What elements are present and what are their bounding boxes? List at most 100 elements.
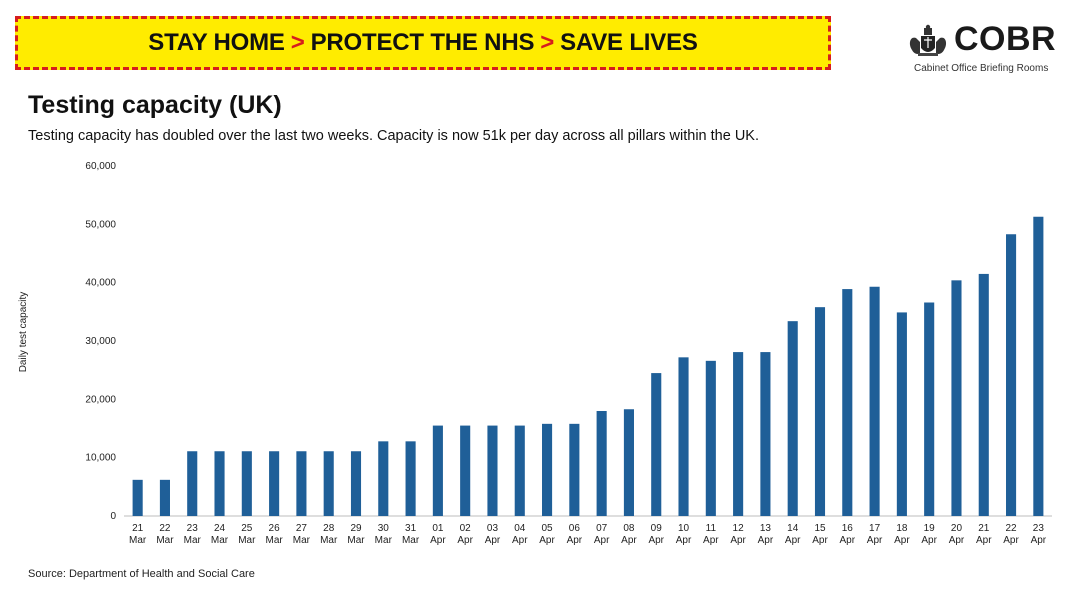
x-tick-month: Mar bbox=[402, 535, 420, 546]
x-tick-day: 21 bbox=[132, 523, 144, 534]
royal-crest-icon bbox=[909, 24, 947, 56]
x-tick-day: 04 bbox=[514, 523, 526, 534]
logo-subtitle: Cabinet Office Briefing Rooms bbox=[914, 63, 1049, 74]
x-tick-day: 12 bbox=[733, 523, 745, 534]
y-axis-ticks: 0 10,000 20,000 30,000 40,000 50,000 60,000 bbox=[85, 161, 116, 522]
x-tick-month: Apr bbox=[949, 535, 965, 546]
bar bbox=[787, 321, 798, 516]
x-tick-day: 13 bbox=[760, 523, 772, 534]
slogan-stay-home: STAY HOME bbox=[148, 29, 285, 56]
x-tick-month: Mar bbox=[375, 535, 393, 546]
x-tick-day: 03 bbox=[487, 523, 499, 534]
slogan-text: STAY HOME > PROTECT THE NHS > SAVE LIVES bbox=[148, 29, 698, 57]
x-tick-month: Apr bbox=[730, 535, 746, 546]
bar bbox=[869, 286, 880, 516]
bar bbox=[1033, 216, 1044, 516]
x-tick-day: 30 bbox=[378, 523, 390, 534]
y-axis-label: Daily test capacity bbox=[18, 292, 29, 373]
x-tick-day: 25 bbox=[241, 523, 253, 534]
x-tick-day: 07 bbox=[596, 523, 608, 534]
x-tick-day: 11 bbox=[706, 523, 717, 534]
y-tick-label: 0 bbox=[110, 511, 116, 522]
bar bbox=[187, 451, 198, 516]
bar bbox=[596, 411, 607, 516]
bar bbox=[623, 409, 634, 516]
bar bbox=[705, 360, 716, 516]
slogan-separator-2: > bbox=[540, 29, 555, 56]
x-tick-month: Apr bbox=[785, 535, 801, 546]
x-tick-day: 23 bbox=[187, 523, 199, 534]
x-tick-day: 10 bbox=[678, 523, 690, 534]
x-tick-day: 27 bbox=[296, 523, 308, 534]
x-tick-month: Apr bbox=[594, 535, 610, 546]
x-tick-day: 02 bbox=[460, 523, 472, 534]
x-tick-day: 18 bbox=[896, 523, 908, 534]
x-tick-month: Apr bbox=[676, 535, 692, 546]
x-tick-month: Apr bbox=[539, 535, 555, 546]
source-note: Source: Department of Health and Social … bbox=[28, 568, 255, 580]
x-tick-day: 20 bbox=[951, 523, 963, 534]
x-tick-month: Apr bbox=[976, 535, 992, 546]
x-tick-month: Apr bbox=[812, 535, 828, 546]
x-tick-month: Apr bbox=[758, 535, 774, 546]
slogan-banner: STAY HOME > PROTECT THE NHS > SAVE LIVES bbox=[15, 16, 831, 70]
x-tick-month: Apr bbox=[921, 535, 937, 546]
bar bbox=[323, 451, 334, 516]
y-tick-label: 20,000 bbox=[85, 394, 116, 405]
x-tick-month: Mar bbox=[184, 535, 202, 546]
page-subtitle: Testing capacity has doubled over the la… bbox=[28, 128, 759, 144]
x-tick-month: Apr bbox=[457, 535, 473, 546]
x-tick-month: Mar bbox=[293, 535, 311, 546]
bar bbox=[896, 312, 907, 516]
x-tick-day: 09 bbox=[651, 523, 663, 534]
bar bbox=[487, 425, 498, 516]
x-tick-month: Apr bbox=[867, 535, 883, 546]
x-tick-day: 17 bbox=[869, 523, 881, 534]
bar bbox=[159, 479, 170, 516]
x-tick-month: Apr bbox=[430, 535, 446, 546]
cobr-logo: COBR Cabinet Office Briefing Rooms bbox=[906, 20, 1057, 76]
bar bbox=[214, 451, 225, 516]
x-tick-month: Mar bbox=[347, 535, 365, 546]
x-tick-month: Apr bbox=[1031, 535, 1047, 546]
bar bbox=[978, 273, 989, 516]
slogan-protect-nhs: PROTECT THE NHS bbox=[310, 29, 535, 56]
x-tick-day: 14 bbox=[787, 523, 799, 534]
x-tick-day: 15 bbox=[814, 523, 826, 534]
bar bbox=[733, 352, 744, 516]
bar bbox=[241, 451, 252, 516]
bar bbox=[460, 425, 471, 516]
x-tick-month: Apr bbox=[621, 535, 637, 546]
x-tick-day: 24 bbox=[214, 523, 226, 534]
x-tick-day: 28 bbox=[323, 523, 335, 534]
slogan-separator-1: > bbox=[290, 29, 305, 56]
x-tick-day: 22 bbox=[1005, 523, 1017, 534]
x-tick-day: 22 bbox=[159, 523, 171, 534]
y-tick-label: 30,000 bbox=[85, 336, 116, 347]
x-tick-month: Apr bbox=[485, 535, 501, 546]
x-tick-month: Apr bbox=[567, 535, 583, 546]
bar bbox=[432, 425, 443, 516]
x-tick-month: Mar bbox=[266, 535, 284, 546]
testing-capacity-chart: Daily test capacity 0 10,000 20,000 30,000 4… bbox=[18, 161, 1052, 546]
x-tick-day: 26 bbox=[269, 523, 281, 534]
x-tick-month: Apr bbox=[894, 535, 910, 546]
x-tick-month: Mar bbox=[129, 535, 147, 546]
slogan-save-lives: SAVE LIVES bbox=[560, 29, 698, 56]
x-tick-day: 08 bbox=[623, 523, 635, 534]
bar bbox=[569, 423, 580, 516]
bar bbox=[1006, 234, 1017, 516]
logo-wordmark: COBR bbox=[954, 20, 1057, 58]
x-axis-ticks: 21Mar22Mar23Mar24Mar25Mar26Mar27Mar28Mar… bbox=[129, 523, 1047, 546]
bar bbox=[514, 425, 525, 516]
bar bbox=[814, 307, 826, 516]
x-tick-day: 06 bbox=[569, 523, 581, 534]
bar bbox=[269, 451, 280, 516]
bar bbox=[296, 451, 307, 516]
bar bbox=[678, 357, 689, 516]
bar bbox=[378, 441, 389, 516]
y-tick-label: 60,000 bbox=[85, 161, 116, 172]
bar bbox=[542, 423, 553, 516]
bar bbox=[405, 441, 416, 516]
y-tick-label: 50,000 bbox=[85, 219, 116, 230]
